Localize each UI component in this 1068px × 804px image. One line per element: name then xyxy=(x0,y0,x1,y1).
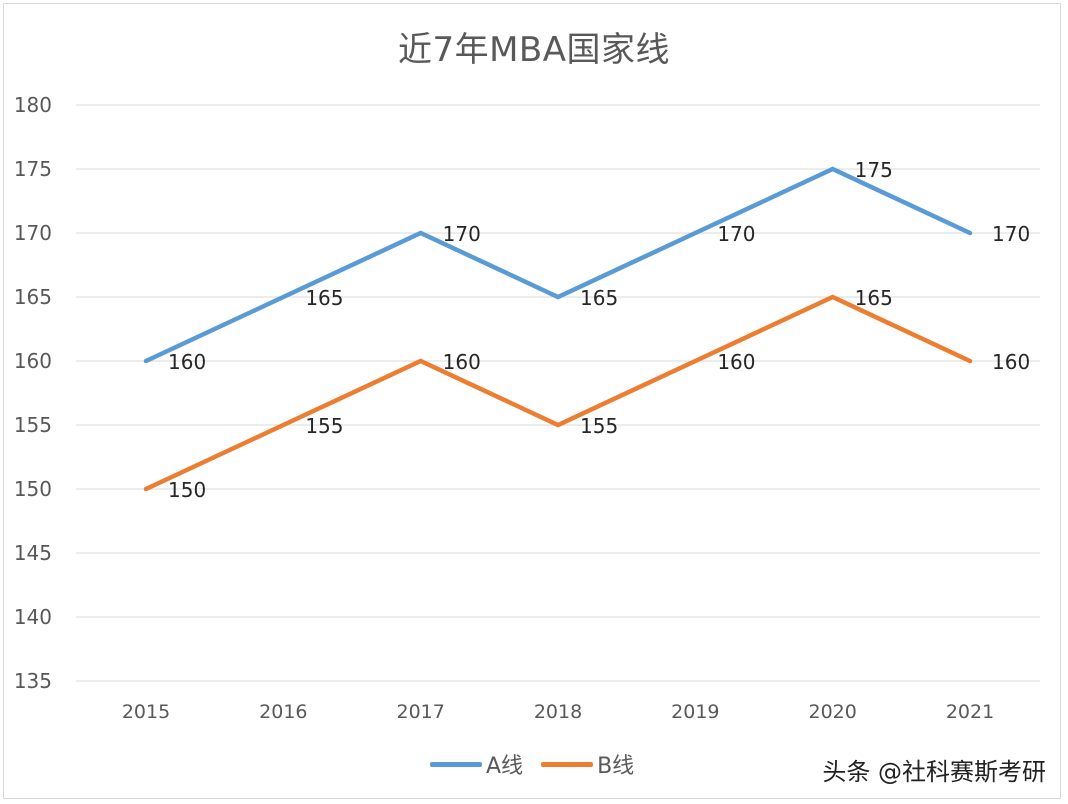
y-tick-label: 160 xyxy=(14,349,52,373)
series-line-a xyxy=(143,166,973,364)
chart-title: 近7年MBA国家线 xyxy=(397,30,671,70)
data-label: 160 xyxy=(168,350,206,374)
y-tick-label: 135 xyxy=(14,669,52,693)
x-tick-label: 2021 xyxy=(946,701,994,723)
x-tick-label: 2018 xyxy=(534,701,582,723)
data-label: 165 xyxy=(305,286,343,310)
data-label: 155 xyxy=(305,414,343,438)
data-label: 170 xyxy=(992,222,1030,246)
y-tick-label: 170 xyxy=(14,221,52,245)
chart-frame xyxy=(3,3,1061,799)
legend-label-b: B线 xyxy=(597,754,635,779)
legend-item-a[interactable]: A线 xyxy=(430,748,523,780)
y-tick-label: 175 xyxy=(14,157,52,181)
y-tick-label: 180 xyxy=(14,93,52,117)
y-tick-label: 140 xyxy=(14,605,52,629)
legend-swatch-a xyxy=(430,761,482,767)
data-label: 155 xyxy=(580,414,618,438)
y-tick-label: 145 xyxy=(14,541,52,565)
legend: A线 B线 xyxy=(430,748,652,780)
watermark: 头条 @社科赛斯考研 xyxy=(822,758,1046,786)
x-tick-label: 2019 xyxy=(671,701,719,723)
data-label: 165 xyxy=(855,286,893,310)
data-label: 175 xyxy=(855,158,893,182)
x-tick-label: 2020 xyxy=(808,701,856,723)
x-tick-label: 2017 xyxy=(396,701,444,723)
legend-swatch-b xyxy=(541,761,594,767)
data-label: 165 xyxy=(580,286,618,310)
legend-label-a: A线 xyxy=(486,754,524,779)
x-tick-label: 2015 xyxy=(122,701,170,723)
y-tick-label: 165 xyxy=(14,285,52,309)
data-label: 170 xyxy=(717,222,755,246)
data-label: 160 xyxy=(443,350,481,374)
x-tick-label: 2016 xyxy=(259,701,307,723)
y-tick-label: 150 xyxy=(14,477,52,501)
legend-item-b[interactable]: B线 xyxy=(541,748,634,780)
data-label: 150 xyxy=(168,478,206,502)
y-tick-label: 155 xyxy=(14,413,52,437)
data-label: 170 xyxy=(443,222,481,246)
data-label: 160 xyxy=(992,350,1030,374)
series-line-b xyxy=(143,294,973,492)
data-label: 160 xyxy=(717,350,755,374)
